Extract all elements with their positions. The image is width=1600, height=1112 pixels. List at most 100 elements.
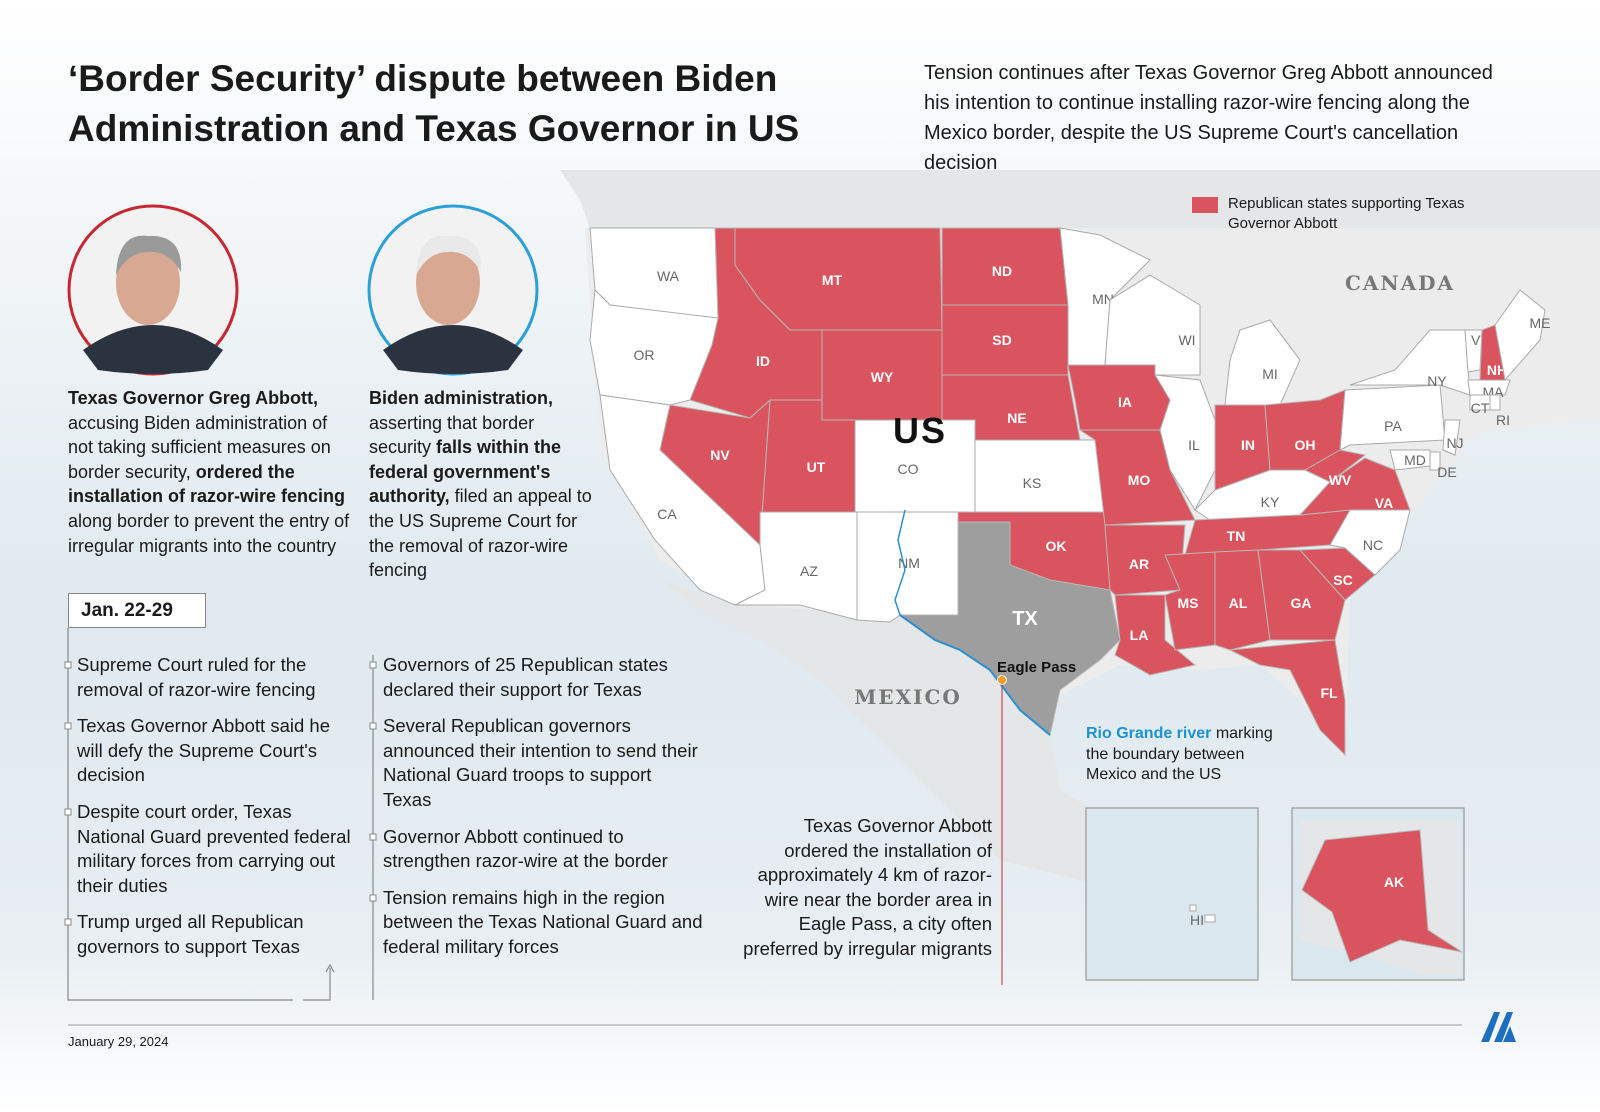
event-tick: [64, 918, 72, 926]
state-label: NE: [1007, 410, 1026, 426]
state-label: MN: [1092, 291, 1114, 307]
portrait-body: [83, 325, 223, 374]
event: Trump urged all Republican governors to …: [77, 911, 304, 957]
state-label: ND: [992, 263, 1012, 279]
state-label: WA: [657, 268, 680, 284]
state: [1204, 914, 1216, 923]
state: [1301, 829, 1463, 963]
state-label: IA: [1118, 394, 1132, 410]
state-label: WI: [1178, 332, 1195, 348]
text-segment: Biden administration,: [369, 388, 554, 408]
state: [1339, 384, 1446, 451]
event: Tension remains high in the region betwe…: [383, 886, 703, 957]
text-segment: along border to prevent the entry of irr…: [68, 510, 350, 556]
state-label: HI: [1190, 912, 1204, 928]
events-left: Supreme Court ruled for the removal of r…: [77, 653, 357, 972]
state-label: SC: [1333, 572, 1352, 588]
state-label: NC: [1363, 537, 1383, 553]
state-label: UT: [807, 459, 826, 475]
timeline-bracket: [67, 628, 293, 1001]
legend-swatch: [1192, 197, 1218, 213]
state-label: OH: [1295, 437, 1316, 453]
state-label: VA: [1375, 495, 1393, 511]
country-label: US: [893, 410, 947, 451]
state-label: AR: [1129, 556, 1149, 572]
mexico-land: [660, 580, 1160, 900]
text-segment: marking the boundary between Mexico and …: [1086, 725, 1273, 783]
event: Despite court order, Texas National Guar…: [77, 800, 351, 896]
profile-text: Biden administration, asserting that bor…: [369, 386, 594, 583]
river-note: Rio Grande river marking the boundary be…: [1086, 724, 1296, 786]
aa-logo: [1481, 1012, 1516, 1042]
state-label: KY: [1261, 494, 1280, 510]
state-label: SD: [992, 332, 1011, 348]
event-tick: [369, 722, 377, 730]
event: Governors of 25 Republican states declar…: [383, 654, 668, 700]
portrait-head: [116, 241, 180, 325]
abbott-note: Texas Governor Abbott ordered the instal…: [743, 815, 992, 959]
state-label: AZ: [800, 563, 818, 579]
state-label: DE: [1437, 464, 1456, 480]
portrait-body: [383, 325, 523, 374]
event-tick: [369, 833, 377, 841]
state-label: CO: [898, 461, 919, 477]
state: [1489, 394, 1501, 411]
state-label: MS: [1178, 595, 1199, 611]
country-label: MEXICO: [854, 685, 962, 709]
country-label: CANADA: [1345, 271, 1455, 295]
state-label: FL: [1320, 685, 1338, 701]
state-label: MT: [822, 272, 843, 288]
state-label: MO: [1128, 472, 1151, 488]
events-right: Governors of 25 Republican states declar…: [383, 653, 703, 972]
summary: Tension continues after Texas Governor G…: [924, 62, 1493, 174]
state-label: RI: [1496, 412, 1510, 428]
state-label: PA: [1384, 418, 1402, 434]
event-tick: [64, 661, 72, 669]
state: [1303, 449, 1367, 483]
state-label: NV: [710, 447, 730, 463]
state-label: AK: [1384, 874, 1404, 890]
event-tick: [369, 894, 377, 902]
state-label: ME: [1530, 315, 1551, 331]
event-tick: [64, 808, 72, 816]
event: Texas Governor Abbott said he will defy …: [77, 715, 330, 786]
state-label: GA: [1291, 595, 1312, 611]
state: [1442, 419, 1461, 456]
portrait-hair: [116, 235, 182, 275]
footer-date: January 29, 2024: [68, 1034, 169, 1049]
text-segment: accusing Biden administration of not tak…: [68, 412, 331, 482]
state-label: KS: [1023, 475, 1042, 491]
event-tick: [369, 661, 377, 669]
state-label: IN: [1241, 437, 1255, 453]
rio-grande: [899, 614, 1051, 736]
state: [1228, 639, 1346, 757]
event: Several Republican governors announced t…: [383, 715, 698, 810]
state-label: TX: [1012, 608, 1038, 630]
state: [1114, 594, 1197, 676]
state-label: AL: [1229, 595, 1248, 611]
state: [1214, 549, 1271, 651]
portrait-hair: [416, 235, 482, 275]
state: [734, 227, 943, 331]
state-label: IL: [1188, 437, 1200, 453]
eagle-pass-dot: [997, 675, 1007, 685]
state: [1494, 289, 1546, 382]
hawaii-inset: [1085, 807, 1259, 981]
text-segment: asserting that border security: [369, 412, 535, 458]
state: [1189, 904, 1197, 912]
state-label: OR: [634, 347, 655, 363]
state: [1389, 449, 1431, 471]
profile-text: Texas Governor Greg Abbott, accusing Bid…: [68, 386, 353, 558]
timeline-arrow: [303, 968, 331, 1001]
state-label: OK: [1046, 538, 1067, 554]
event-tick: [64, 722, 72, 730]
event: Governor Abbott continued to strengthen …: [383, 825, 668, 872]
state-label: WY: [871, 369, 894, 385]
portrait-head: [416, 241, 480, 325]
state: [1467, 379, 1511, 396]
state-label: LA: [1130, 627, 1149, 643]
state-label: TN: [1227, 528, 1246, 544]
text-segment: filed an appeal to the US Supreme Court …: [369, 486, 592, 581]
